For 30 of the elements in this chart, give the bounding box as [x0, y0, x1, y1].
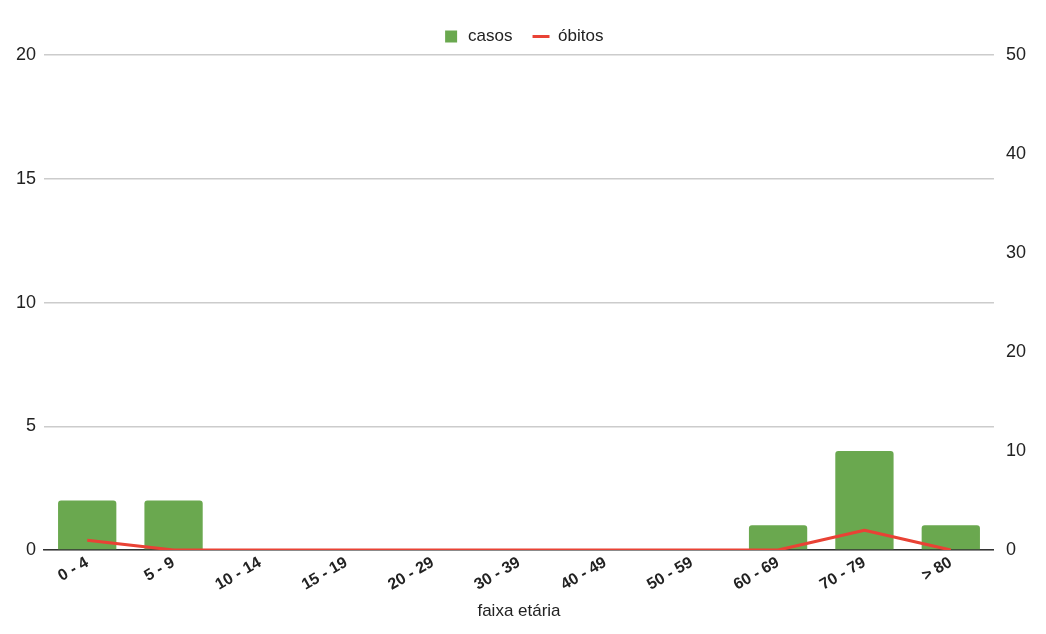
x-tick-label: 30 - 39 [471, 553, 523, 593]
legend-label: casos [468, 26, 513, 46]
y2-tick-label: 50 [1005, 43, 1027, 64]
y-tick-label: 15 [15, 167, 37, 188]
x-tick-label: 40 - 49 [557, 553, 610, 593]
y-tick-label: 20 [15, 43, 37, 64]
x-tick-label: > 80 [918, 553, 955, 584]
x-tick-label: 20 - 29 [384, 553, 437, 593]
y2-tick-label: 40 [1005, 142, 1027, 163]
x-tick-label: 10 - 14 [212, 553, 264, 593]
bar [144, 500, 203, 550]
x-tick-label: 0 - 4 [54, 553, 91, 584]
y-tick-label: 10 [15, 291, 37, 312]
x-tick-label: 50 - 59 [643, 553, 696, 593]
x-tick-label: 15 - 19 [298, 553, 351, 593]
x-tick-label: 70 - 79 [816, 553, 869, 593]
bar [835, 451, 894, 550]
x-axis-title: faixa etária [477, 601, 562, 621]
y2-tick-label: 30 [1005, 242, 1027, 262]
y2-tick-label: 0 [1005, 539, 1016, 560]
x-tick-label: 60 - 69 [730, 553, 782, 593]
bar [58, 500, 117, 550]
legend-label: óbitos [558, 26, 604, 46]
y2-tick-label: 10 [1005, 440, 1027, 461]
bar [921, 525, 980, 550]
x-tick-label: 5 - 9 [141, 553, 178, 584]
bar [748, 525, 808, 550]
y-tick-label: 0 [26, 539, 37, 560]
y2-tick-label: 20 [1005, 341, 1027, 362]
y-tick-label: 5 [26, 415, 37, 436]
